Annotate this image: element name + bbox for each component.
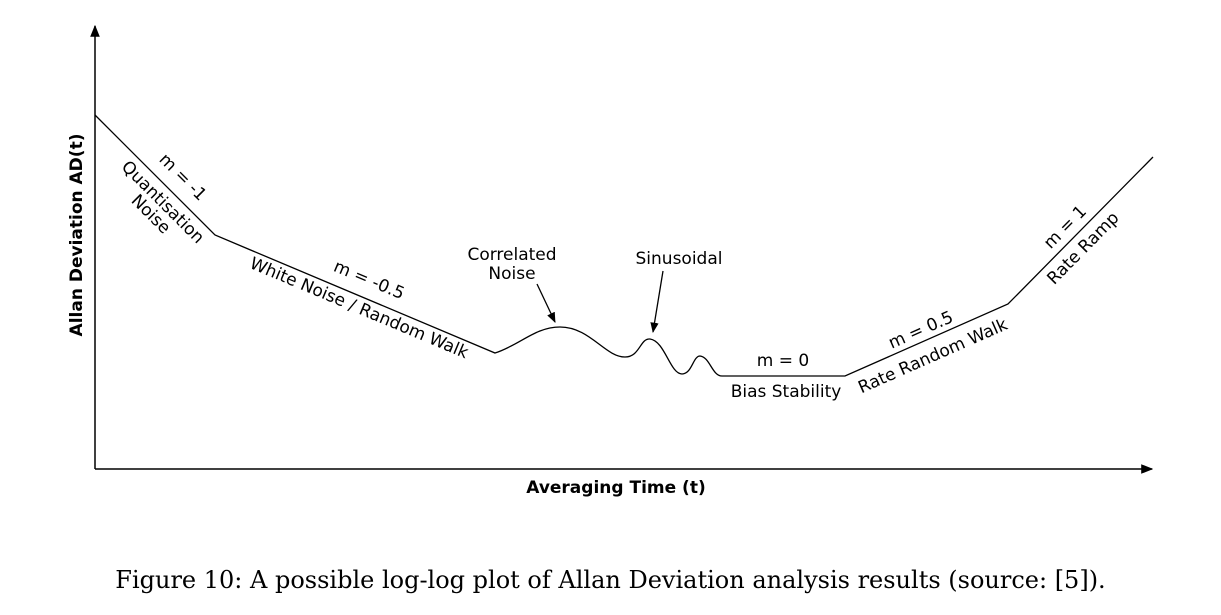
correlated-noise-label-line2: Noise [488, 264, 535, 284]
slope-label-m-0: m = 0 [757, 351, 809, 371]
correlated-noise-label-line1: Correlated [467, 245, 556, 265]
allan-deviation-diagram: m = -1 Quantisation Noise m = -0.5 White… [67, 24, 1154, 498]
correlated-noise-arrow [536, 283, 556, 323]
x-axis-title: Averaging Time (t) [526, 478, 705, 498]
sinusoidal-label: Sinusoidal [636, 249, 723, 269]
sinusoidal-arrow [650, 270, 664, 334]
y-axis-title: Allan Deviation AD(t) [67, 134, 87, 337]
allan-deviation-curve [94, 114, 1154, 377]
bias-stability-label: Bias Stability [731, 382, 842, 402]
figure-caption: Figure 10: A possible log-log plot of Al… [115, 566, 1106, 594]
